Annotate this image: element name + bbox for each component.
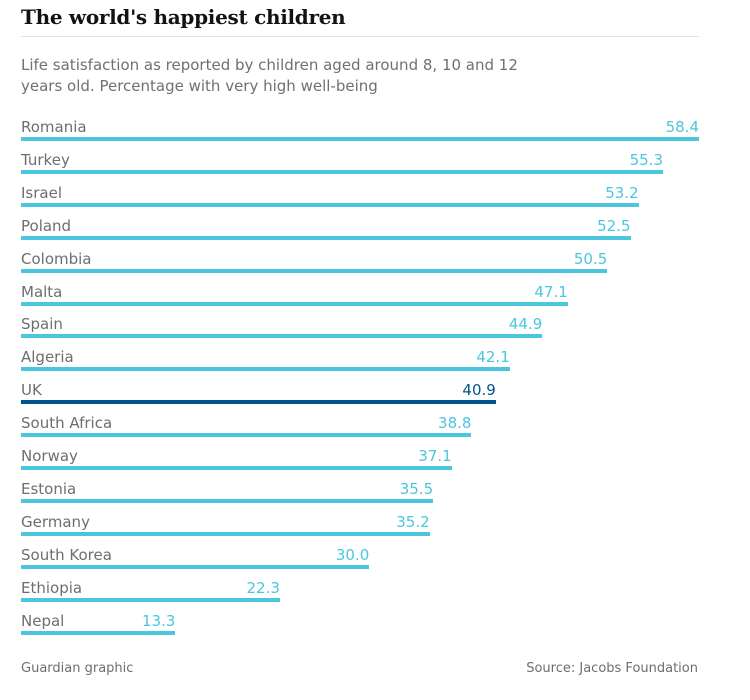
bar-row-norway: Norway 37.1 xyxy=(21,439,452,472)
bar xyxy=(21,531,430,536)
bar-row-uk: UK 40.9 xyxy=(21,373,496,406)
value-label: 44.9 xyxy=(508,315,543,334)
category-label: Algeria xyxy=(21,348,74,367)
bar xyxy=(21,400,496,405)
bar-row-romania: Romania 58.4 xyxy=(21,110,699,143)
value-label: 50.5 xyxy=(573,249,608,268)
value-label: 58.4 xyxy=(665,118,699,136)
bar xyxy=(21,334,543,339)
category-label: Spain xyxy=(21,315,63,334)
bar xyxy=(21,268,608,273)
category-label: Ethiopia xyxy=(21,578,83,597)
category-label: Colombia xyxy=(21,249,92,268)
value-label: 35.5 xyxy=(399,479,434,498)
value-label: 52.5 xyxy=(597,216,631,235)
bar xyxy=(21,301,568,306)
category-label: South Korea xyxy=(21,545,112,564)
value-label: 55.3 xyxy=(629,150,663,169)
value-label: 53.2 xyxy=(605,183,639,202)
category-label: Turkey xyxy=(21,150,70,169)
bar-row-south-korea: South Korea 30.0 xyxy=(21,538,370,571)
source-text: Source: Jacobs Foundation xyxy=(526,661,698,676)
category-label: Norway xyxy=(21,447,78,465)
bar xyxy=(21,630,176,635)
bar xyxy=(21,202,639,207)
category-label: Estonia xyxy=(21,479,77,498)
bar-row-turkey: Turkey 55.3 xyxy=(21,143,663,176)
category-label: Romania xyxy=(21,118,87,136)
value-label: 22.3 xyxy=(246,578,280,597)
bar-row-colombia: Colombia 50.5 xyxy=(21,242,608,275)
bar-row-spain: Spain 44.9 xyxy=(21,307,543,340)
credit-text: Guardian graphic xyxy=(21,661,134,676)
category-label: Nepal xyxy=(21,611,65,630)
title-divider xyxy=(21,36,699,37)
value-label: 37.1 xyxy=(418,447,452,465)
value-label: 35.2 xyxy=(396,512,430,531)
bar-chart: Romania 58.4 Turkey 55.3 Israel 53.2 Poland 52.… xyxy=(0,110,750,640)
bar xyxy=(21,466,452,470)
value-label: 47.1 xyxy=(534,282,568,301)
chart-subtitle: Life satisfaction as reported by childre… xyxy=(21,56,518,95)
bar-row-south-africa: South Africa 38.8 xyxy=(21,406,472,439)
category-label: South Africa xyxy=(21,414,113,433)
bar xyxy=(21,433,472,438)
category-label: Germany xyxy=(21,512,90,531)
bar xyxy=(21,498,434,503)
bar-row-germany: Germany 35.2 xyxy=(21,505,430,538)
bar-row-israel: Israel 53.2 xyxy=(21,176,639,209)
value-label: 30.0 xyxy=(335,545,370,564)
bar xyxy=(21,564,370,569)
bar-row-poland: Poland 52.5 xyxy=(21,209,631,242)
chart-title: The world's happiest children xyxy=(21,5,346,29)
bar xyxy=(21,235,631,240)
bar-row-algeria: Algeria 42.1 xyxy=(21,340,510,373)
bar xyxy=(21,137,699,141)
bar-row-malta: Malta 47.1 xyxy=(21,275,568,308)
bar xyxy=(21,367,510,372)
value-label: 13.3 xyxy=(142,611,176,630)
value-label: 40.9 xyxy=(462,381,496,400)
bar-row-estonia: Estonia 35.5 xyxy=(21,472,434,505)
category-label: UK xyxy=(21,381,42,400)
value-label: 42.1 xyxy=(476,348,510,367)
bar xyxy=(21,597,280,602)
bar-row-ethiopia: Ethiopia 22.3 xyxy=(21,571,280,604)
bar-row-nepal: Nepal 13.3 xyxy=(21,604,176,637)
bar xyxy=(21,169,663,174)
value-label: 38.8 xyxy=(438,414,472,433)
category-label: Malta xyxy=(21,282,63,301)
category-label: Israel xyxy=(21,183,62,202)
category-label: Poland xyxy=(21,216,72,235)
